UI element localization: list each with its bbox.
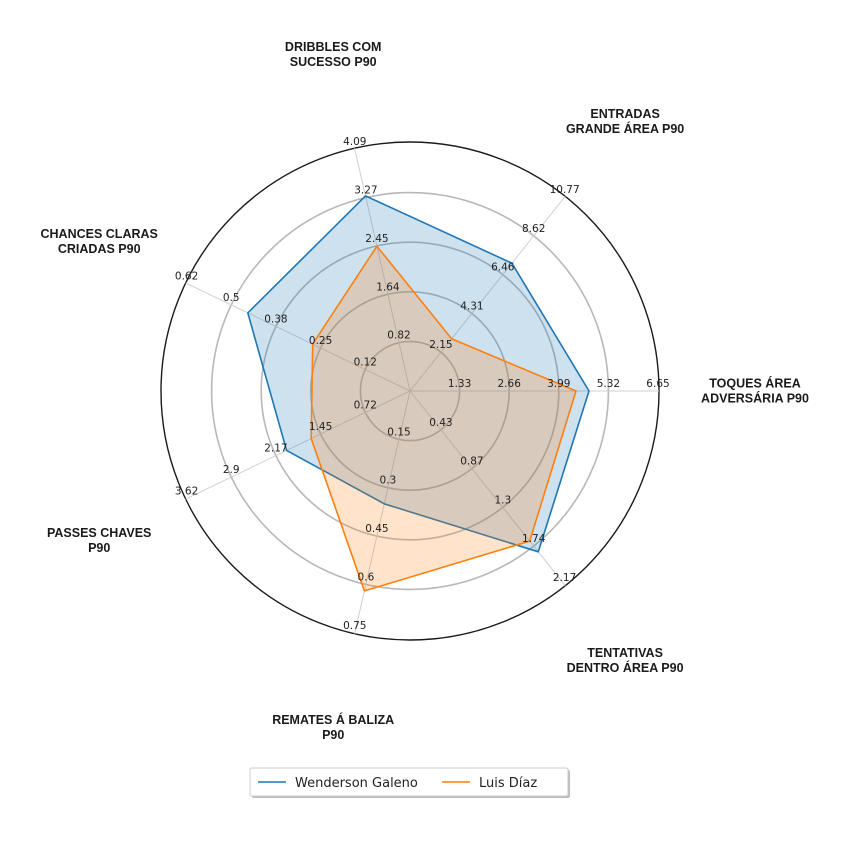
tick-label: 0.15 (387, 426, 410, 438)
tick-label: 3.27 (354, 185, 377, 197)
axis-title: PASSES CHAVES (47, 526, 151, 540)
tick-label: 0.3 (380, 475, 397, 487)
axis-spoke (409, 196, 566, 392)
tick-label: 1.33 (448, 378, 471, 390)
tick-label: 6.65 (646, 378, 669, 390)
axis-spoke (409, 390, 566, 586)
tick-label: 0.43 (429, 417, 452, 429)
tick-label: 0.12 (354, 357, 377, 369)
radar-grid (160, 141, 660, 641)
series-line-1 (310, 245, 577, 592)
series-fill-1 (311, 246, 576, 591)
tick-label: 2.17 (553, 572, 576, 584)
tick-label: 0.25 (309, 335, 332, 347)
tick-label: 3.99 (547, 378, 570, 390)
tick-label: 10.77 (550, 184, 580, 196)
axis-title: TOQUES ÁREA (709, 376, 800, 391)
tick-label: 2.66 (498, 378, 522, 390)
tick-label: 0.45 (365, 523, 388, 535)
legend: Wenderson Galeno Luis Díaz (249, 767, 570, 798)
tick-label: 2.45 (365, 233, 388, 245)
tick-label: 2.15 (429, 339, 452, 351)
axis-title: SUCESSO P90 (290, 55, 377, 69)
axis-title: P90 (322, 728, 344, 742)
axis-title: DENTRO ÁREA P90 (567, 660, 684, 675)
tick-label: 2.17 (264, 443, 287, 455)
tick-label: 1.64 (376, 281, 400, 293)
tick-label: 0.62 (175, 270, 198, 282)
tick-label: 0.82 (387, 330, 410, 342)
tick-label: 1.3 (494, 494, 511, 506)
tick-label: 1.45 (309, 421, 332, 433)
tick-label: 0.75 (343, 620, 366, 632)
tick-label: 4.09 (343, 136, 366, 148)
tick-label: 0.38 (264, 313, 287, 325)
legend-box (249, 767, 569, 797)
tick-label: 4.31 (460, 300, 483, 312)
axis-title: ENTRADAS (590, 107, 659, 121)
axis-spoke (354, 148, 411, 392)
radar-series (247, 195, 590, 592)
tick-label: 1.74 (522, 533, 546, 545)
tick-label: 0.6 (358, 571, 375, 583)
axis-title: ADVERSÁRIA P90 (701, 391, 809, 406)
axis-title: TENTATIVAS (587, 646, 663, 660)
legend-label: Wenderson Galeno (295, 776, 418, 791)
tick-label: 2.9 (223, 464, 240, 476)
axis-title: CHANCES CLARAS (41, 227, 158, 241)
tick-label: 6.46 (491, 262, 515, 274)
tick-label: 0.5 (223, 292, 240, 304)
axis-title: GRANDE ÁREA P90 (566, 121, 684, 136)
tick-label: 3.62 (175, 486, 198, 498)
tick-label: 8.62 (522, 223, 545, 235)
tick-label: 0.87 (460, 456, 483, 468)
axis-title: REMATES Á BALIZA (272, 712, 394, 727)
series-fill-0 (247, 195, 590, 552)
axis-title: CRIADAS P90 (58, 242, 141, 256)
axis-spoke (185, 282, 411, 392)
tick-label: 0.72 (354, 400, 377, 412)
legend-label: Luis Díaz (479, 776, 537, 791)
series-line-0 (247, 195, 590, 553)
axis-spoke (185, 390, 411, 500)
axis-spoke (354, 390, 411, 634)
radar-tick-labels: 1.33 2.66 3.99 5.32 6.65 2.15 4.31 6.46 8.62 10.7… (175, 136, 670, 632)
axis-title: DRIBBLES COM (285, 40, 382, 54)
axis-title: P90 (88, 541, 110, 555)
tick-label: 5.32 (597, 378, 620, 390)
